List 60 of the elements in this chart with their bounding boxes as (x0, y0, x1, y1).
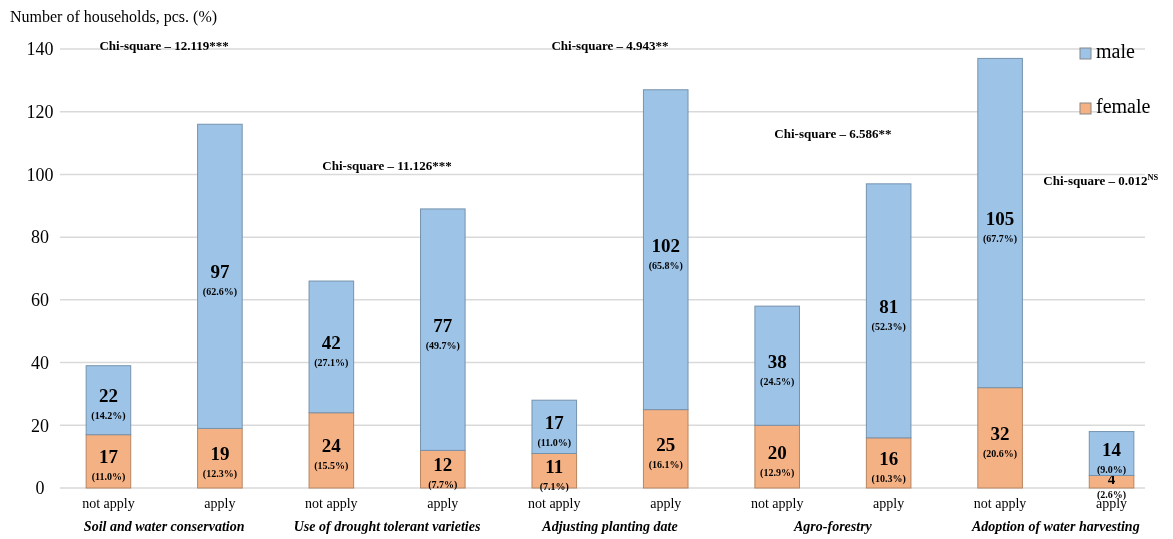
bar (420, 208, 466, 451)
bar (754, 305, 800, 426)
data-label: 42 (27.1%) (314, 331, 349, 369)
x-tick-label: not apply (528, 496, 581, 511)
text: Adoption of water harvesting (971, 519, 1140, 534)
annotation: Chi-square – 6.586** (774, 126, 892, 142)
data-label: 38 (24.5%) (760, 350, 795, 388)
data-label: 25 (16.1%) (648, 433, 683, 471)
bar (1088, 474, 1135, 489)
y-tick-label: 80 (31, 227, 49, 248)
data-label: 19 (12.3%) (202, 443, 237, 481)
bar (642, 89, 689, 411)
legend-label: male (1096, 40, 1135, 62)
data-label: 24 (15.5%) (314, 435, 349, 473)
text: Agro-forestry (793, 519, 873, 534)
text: Use of drought tolerant varieties (293, 519, 481, 534)
annotation: Chi-square – 11.126*** (322, 157, 452, 173)
bar (308, 412, 355, 489)
data-label: 20 (12.9%) (760, 441, 795, 479)
data-label: 105 (67.7%) (983, 208, 1018, 246)
annotation: Chi-square – 0.012$^{NS}$ (1043, 172, 1159, 189)
x-tick-label: not apply (82, 496, 135, 511)
x-tick-label: apply (650, 496, 682, 511)
bar (977, 387, 1023, 489)
bar (977, 57, 1023, 389)
data-label: 102 (65.8%) (648, 234, 683, 272)
data-label: 32 (20.6%) (983, 422, 1018, 460)
x-tick-label: not apply (973, 496, 1027, 511)
bar (85, 365, 132, 436)
bar (642, 409, 689, 489)
y-tick-label: 40 (31, 352, 49, 373)
data-label: 77 (49.7%) (425, 314, 460, 352)
annotation: Chi-square – 12.119*** (99, 38, 229, 54)
data-label: 12 (7.7%) (428, 454, 458, 492)
y-tick-label: 20 (31, 415, 49, 436)
text: Soil and water conservation (83, 519, 245, 534)
x-tick-label: not apply (305, 496, 358, 511)
data-label: 22 (14.2%) (91, 385, 126, 423)
y-tick-label: 60 (31, 290, 49, 311)
annotation: Chi-square – 4.943** (551, 38, 669, 54)
x-tick-label: apply (873, 496, 905, 511)
y-tick-label: 0 (35, 478, 45, 499)
x-tick-label: not apply (750, 496, 804, 511)
data-label: 17 (11.0%) (537, 411, 572, 449)
y-axis-title: Number of households, pcs. (%) (10, 8, 218, 26)
data-label: 81 (52.3%) (871, 295, 906, 333)
data-label: 17 (11.0%) (91, 446, 126, 484)
x-tick-label: apply (427, 496, 459, 511)
y-tick-label: 120 (26, 102, 54, 123)
bar (308, 280, 355, 414)
data-label: 16 (10.3%) (871, 447, 906, 485)
bar (865, 183, 912, 439)
text: Adjusting planting date (541, 519, 678, 534)
bar (197, 123, 243, 429)
data-label: 11 (7.1%) (539, 455, 569, 493)
data-label: 97 (62.6%) (202, 261, 237, 299)
y-tick-label: 100 (26, 164, 54, 185)
x-tick-label: apply (204, 496, 236, 511)
y-tick-label: 140 (26, 39, 54, 60)
legend-label: female (1096, 95, 1151, 117)
